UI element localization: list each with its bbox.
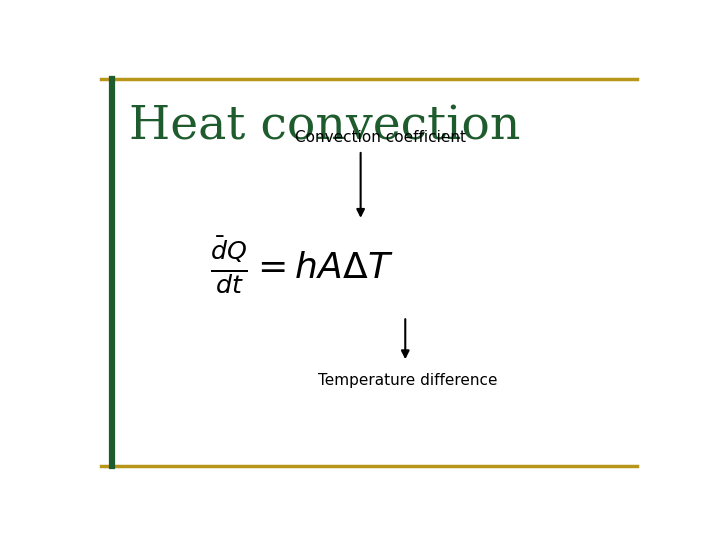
Text: Heat convection: Heat convection xyxy=(129,104,521,150)
Text: Convection coefficient: Convection coefficient xyxy=(294,130,466,145)
Text: $\frac{\bar{d}Q}{dt} = hA\Delta T$: $\frac{\bar{d}Q}{dt} = hA\Delta T$ xyxy=(210,234,394,295)
Text: Temperature difference: Temperature difference xyxy=(318,373,498,388)
